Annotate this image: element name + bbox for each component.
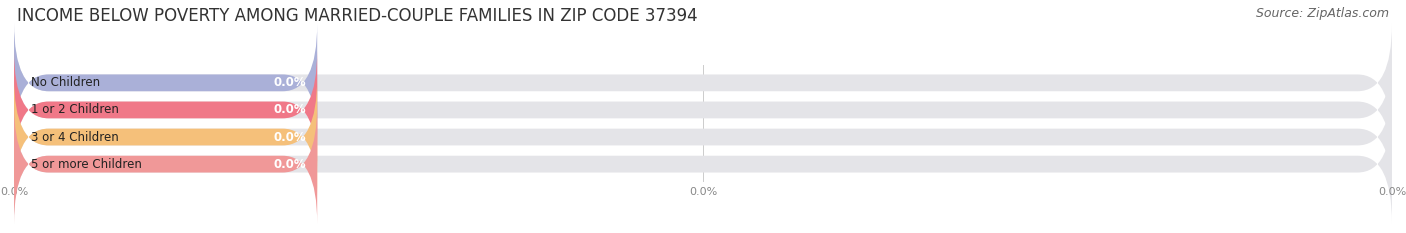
FancyBboxPatch shape (14, 51, 1392, 169)
FancyBboxPatch shape (14, 78, 1392, 196)
FancyBboxPatch shape (14, 24, 318, 142)
FancyBboxPatch shape (14, 105, 1392, 223)
Text: 0.0%: 0.0% (274, 158, 307, 171)
Text: 0.0%: 0.0% (274, 130, 307, 144)
FancyBboxPatch shape (14, 51, 318, 169)
FancyBboxPatch shape (14, 24, 1392, 142)
FancyBboxPatch shape (14, 78, 318, 196)
Text: 0.0%: 0.0% (274, 103, 307, 116)
Text: Source: ZipAtlas.com: Source: ZipAtlas.com (1256, 7, 1389, 20)
Text: 0.0%: 0.0% (274, 76, 307, 89)
Text: 5 or more Children: 5 or more Children (31, 158, 142, 171)
Text: 3 or 4 Children: 3 or 4 Children (31, 130, 118, 144)
Text: INCOME BELOW POVERTY AMONG MARRIED-COUPLE FAMILIES IN ZIP CODE 37394: INCOME BELOW POVERTY AMONG MARRIED-COUPL… (17, 7, 697, 25)
FancyBboxPatch shape (14, 105, 318, 223)
Text: No Children: No Children (31, 76, 100, 89)
Text: 1 or 2 Children: 1 or 2 Children (31, 103, 118, 116)
